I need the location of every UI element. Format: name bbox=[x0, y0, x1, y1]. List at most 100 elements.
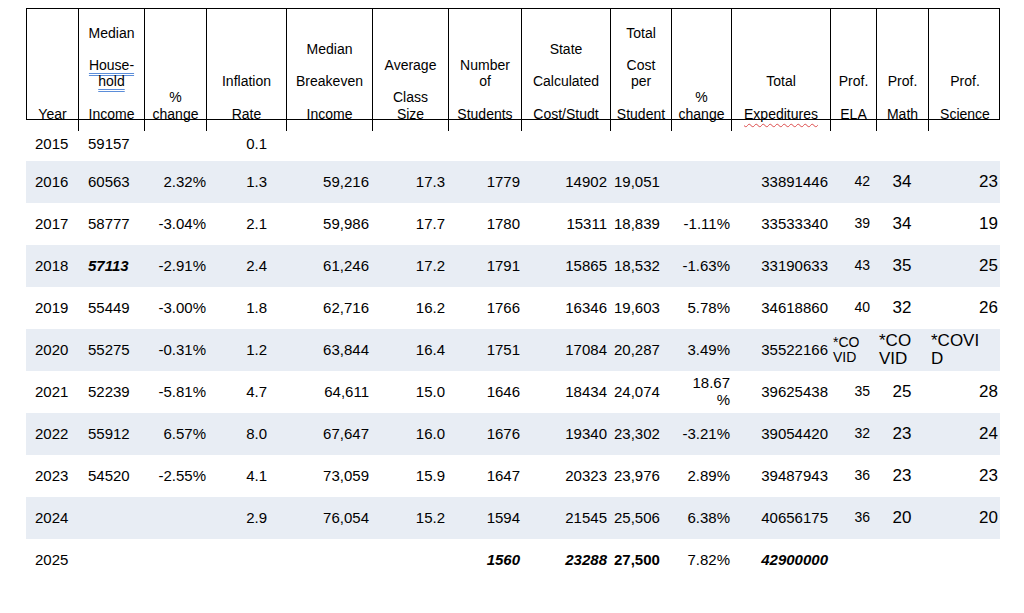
header-line: Rate bbox=[232, 106, 262, 122]
header-line: Breakeven bbox=[296, 73, 363, 89]
table-header-row: Year MedianHouse- holdIncome % change In… bbox=[26, 8, 1000, 120]
breakeven-cell: 62,716 bbox=[286, 300, 372, 317]
col-header-median-household-income: MedianHouse- holdIncome bbox=[79, 9, 145, 131]
class-size-cell: 17.7 bbox=[372, 216, 448, 233]
header-line: Average bbox=[385, 57, 437, 73]
expenditures-cell: 39625438 bbox=[731, 384, 830, 401]
cost-change-cell: -1.11% bbox=[671, 216, 731, 233]
year-cell: 2022 bbox=[26, 426, 78, 443]
col-header-prof-science: Prof.Science bbox=[929, 9, 1001, 131]
table-row-2021: 2021 52239 -5.81% 4.7 64,611 15.0 1646 1… bbox=[26, 371, 1000, 413]
ela-cell: 36 bbox=[830, 510, 876, 526]
year-cell: 2015 bbox=[26, 136, 78, 153]
income-change-cell: -3.00% bbox=[144, 300, 206, 317]
col-header-total-expenditures: TotalExpeditures bbox=[732, 9, 831, 131]
breakeven-cell: 67,647 bbox=[286, 426, 372, 443]
expenditures-cell: 42900000 bbox=[731, 552, 830, 569]
income-cell: 60563 bbox=[78, 174, 144, 191]
students-cell: 1594 bbox=[448, 510, 521, 527]
header-line: ELA bbox=[840, 106, 866, 122]
math-cell: 32 bbox=[876, 298, 928, 317]
table-row-2016: 2016 60563 2.32% 1.3 59,216 17.3 1779 14… bbox=[26, 161, 1000, 203]
header-line-red-squiggle: Expeditures bbox=[744, 106, 818, 122]
year-cell: 2025 bbox=[26, 552, 78, 569]
income-cell: 52239 bbox=[78, 384, 144, 401]
inflation-cell: 1.3 bbox=[206, 174, 286, 191]
math-cell: 23 bbox=[876, 424, 928, 443]
science-cell: 23 bbox=[928, 172, 1000, 191]
breakeven-cell: 76,054 bbox=[286, 510, 372, 527]
inflation-cell: 4.7 bbox=[206, 384, 286, 401]
cost-change-cell: 7.82% bbox=[671, 552, 731, 569]
year-cell: 2023 bbox=[26, 468, 78, 485]
students-cell: 1676 bbox=[448, 426, 521, 443]
col-header-year: Year bbox=[27, 9, 79, 131]
math-cell: 35 bbox=[876, 256, 928, 275]
science-cell: 23 bbox=[928, 466, 1000, 485]
table-row-2019: 2019 55449 -3.00% 1.8 62,716 16.2 1766 1… bbox=[26, 287, 1000, 329]
state-cost-cell: 18434 bbox=[521, 384, 610, 401]
col-header-number-of-students: Number ofStudents bbox=[449, 9, 522, 131]
cost-per-student-cell: 20,287 bbox=[610, 342, 671, 359]
header-line: Prof. bbox=[950, 73, 980, 89]
class-size-cell: 17.2 bbox=[372, 258, 448, 275]
income-change-cell: 6.57% bbox=[144, 426, 206, 443]
breakeven-cell: 59,986 bbox=[286, 216, 372, 233]
class-size-cell: 15.9 bbox=[372, 468, 448, 485]
inflation-cell: 1.8 bbox=[206, 300, 286, 317]
col-header-state-calculated-cost: StateCalculatedCost/Studt bbox=[522, 9, 611, 131]
header-line: Income bbox=[307, 106, 353, 122]
science-cell: 25 bbox=[928, 256, 1000, 275]
ela-cell: 40 bbox=[830, 300, 876, 316]
expenditures-cell: 39487943 bbox=[731, 468, 830, 485]
inflation-cell: 0.1 bbox=[206, 136, 286, 153]
col-header-inflation-rate: Inflation Rate bbox=[207, 9, 287, 131]
state-cost-cell: 21545 bbox=[521, 510, 610, 527]
ela-cell: 32 bbox=[830, 426, 876, 442]
header-line: Inflation bbox=[222, 73, 271, 89]
income-cell: 55275 bbox=[78, 342, 144, 359]
state-cost-cell: 16346 bbox=[521, 300, 610, 317]
students-cell: 1646 bbox=[448, 384, 521, 401]
students-cell: 1791 bbox=[448, 258, 521, 275]
state-cost-cell: 15311 bbox=[521, 216, 610, 233]
income-cell: 59157 bbox=[78, 136, 144, 153]
breakeven-cell: 73,059 bbox=[286, 468, 372, 485]
cost-change-cell: 18.67 % bbox=[671, 375, 731, 409]
year-cell: 2017 bbox=[26, 216, 78, 233]
cost-per-student-cell: 18,532 bbox=[610, 258, 671, 275]
cost-per-student-cell: 18,839 bbox=[610, 216, 671, 233]
header-line: % change bbox=[679, 89, 725, 121]
income-cell: 55449 bbox=[78, 300, 144, 317]
table-row-2018: 2018 57113 -2.91% 2.4 61,246 17.2 1791 1… bbox=[26, 245, 1000, 287]
income-cell: 58777 bbox=[78, 216, 144, 233]
col-header-cost-pct-change: % change bbox=[672, 9, 732, 131]
header-line: Median bbox=[307, 41, 353, 57]
table-row-2023: 2023 54520 -2.55% 4.1 73,059 15.9 1647 2… bbox=[26, 455, 1000, 497]
table-row-2020: 2020 55275 -0.31% 1.2 63,844 16.4 1751 1… bbox=[26, 329, 1000, 371]
table-row-2025: 2025 1560 23288 27,500 7.82% 42900000 bbox=[26, 539, 1000, 581]
students-cell: 1766 bbox=[448, 300, 521, 317]
class-size-cell: 15.2 bbox=[372, 510, 448, 527]
class-size-cell: 15.0 bbox=[372, 384, 448, 401]
header-line: Income bbox=[89, 106, 135, 122]
table-row-2022: 2022 55912 6.57% 8.0 67,647 16.0 1676 19… bbox=[26, 413, 1000, 455]
inflation-cell: 1.2 bbox=[206, 342, 286, 359]
math-cell: 34 bbox=[876, 214, 928, 233]
science-cell: 24 bbox=[928, 424, 1000, 443]
col-header-total-cost-per-student: TotalCost perStudent bbox=[611, 9, 672, 131]
cost-per-student-cell: 27,500 bbox=[610, 552, 671, 569]
cost-change-cell: 3.49% bbox=[671, 342, 731, 359]
expenditures-cell: 39054420 bbox=[731, 426, 830, 443]
income-cell: 55912 bbox=[78, 426, 144, 443]
year-cell: 2019 bbox=[26, 300, 78, 317]
breakeven-cell: 64,611 bbox=[286, 384, 372, 401]
expenditures-cell: 33891446 bbox=[731, 174, 830, 191]
header-line: Student bbox=[617, 106, 665, 122]
col-header-prof-math: Prof.Math bbox=[877, 9, 929, 131]
math-cell: 34 bbox=[876, 172, 928, 191]
table-row-2017: 2017 58777 -3.04% 2.1 59,986 17.7 1780 1… bbox=[26, 203, 1000, 245]
header-line: Cost/Studt bbox=[533, 106, 598, 122]
header-line: Total bbox=[626, 25, 656, 41]
inflation-cell: 2.1 bbox=[206, 216, 286, 233]
